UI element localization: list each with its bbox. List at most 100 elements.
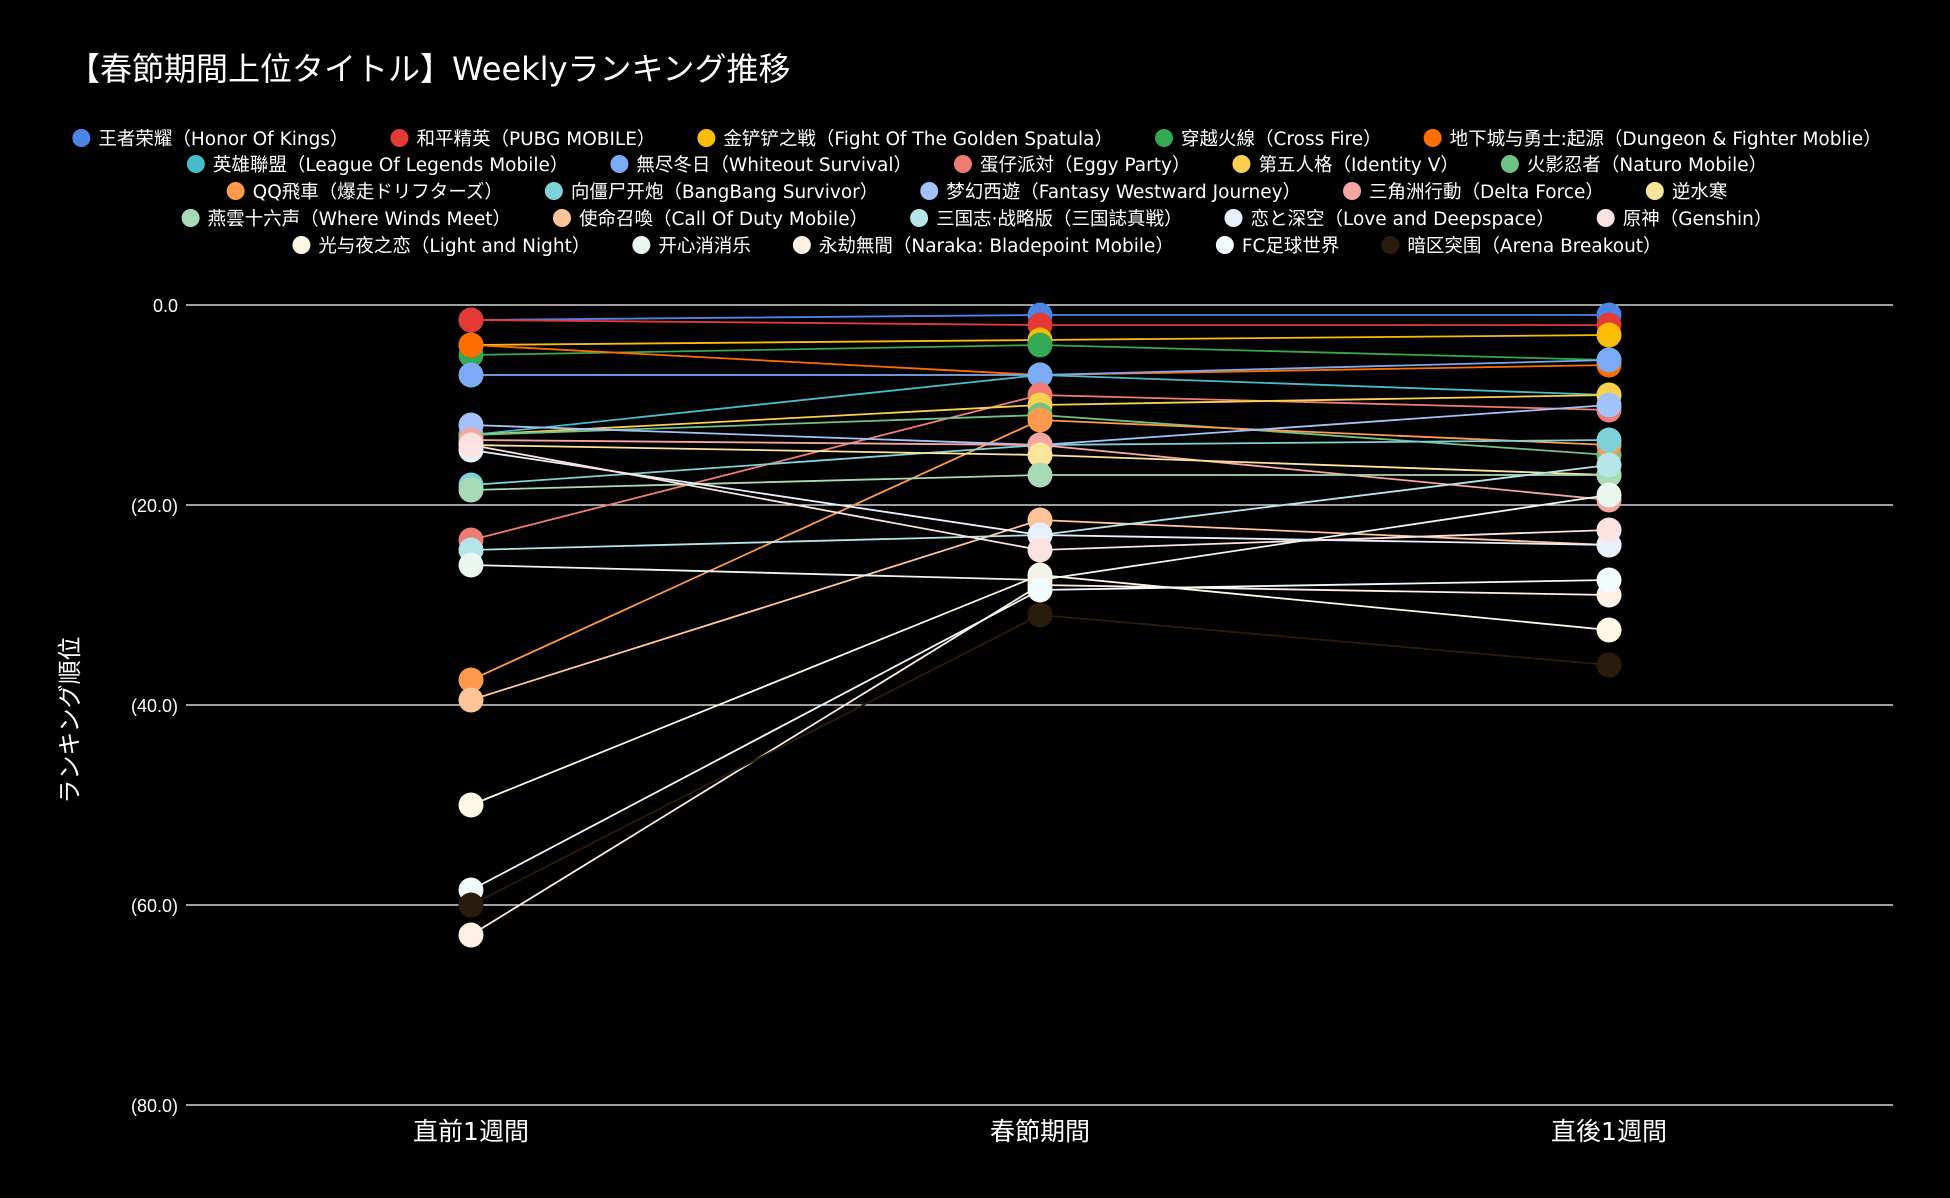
data-point	[458, 477, 484, 503]
y-axis-label: ランキング順位	[56, 636, 84, 803]
data-point	[1027, 462, 1053, 488]
legend-marker	[792, 236, 811, 254]
series-points	[458, 302, 1622, 948]
legend-label: 無尽冬日（Whiteout Survival）	[636, 155, 912, 176]
data-point	[1596, 427, 1622, 453]
data-point	[1596, 452, 1622, 478]
legend-item[interactable]: 暗区突围（Arena Breakout）	[1381, 236, 1662, 257]
data-point	[1027, 407, 1053, 433]
legend: 王者荣耀（Honor Of Kings） 和平精英（PUBG MOBILE） 金铲铲…	[72, 129, 1882, 257]
legend-item[interactable]: 燕雲十六声（Where Winds Meet）	[181, 209, 511, 230]
legend-label: 三角洲行動（Delta Force）	[1369, 182, 1604, 203]
data-point	[1596, 392, 1622, 418]
legend-label: 和平精英（PUBG MOBILE）	[416, 129, 655, 150]
legend-marker	[1215, 236, 1234, 254]
series-line	[470, 584, 1610, 936]
legend-marker	[610, 155, 629, 173]
legend-marker	[390, 129, 409, 147]
legend-item[interactable]: FC足球世界	[1215, 236, 1340, 257]
data-point	[458, 892, 484, 918]
data-point	[458, 922, 484, 948]
chart-title: 【春節期間上位タイトル】Weeklyランキング推移	[68, 50, 791, 88]
legend-marker	[910, 209, 929, 227]
legend-label: 金铲铲之戦（Fight Of The Golden Spatula）	[723, 129, 1113, 150]
legend-item[interactable]: 第五人格（Identity V）	[1232, 155, 1459, 176]
data-point	[1596, 347, 1622, 373]
y-axis-ticks: 0.0 (20.0) (40.0) (60.0) (80.0)	[131, 296, 178, 1116]
data-point	[1596, 567, 1622, 593]
legend-item[interactable]: 逆水寒	[1645, 182, 1728, 203]
legend-marker	[697, 129, 716, 147]
legend-label: 向僵尸开炮（BangBang Survivor）	[571, 182, 878, 203]
data-point	[1596, 652, 1622, 678]
y-tick-label: (80.0)	[131, 1096, 178, 1116]
legend-marker	[1645, 182, 1664, 200]
legend-marker	[1596, 209, 1615, 227]
legend-marker	[292, 236, 311, 254]
data-point	[1596, 482, 1622, 508]
legend-marker	[72, 129, 91, 147]
legend-label: 地下城与勇士:起源（Dungeon & Fighter Moblie）	[1450, 129, 1882, 150]
legend-item[interactable]: 永劫無間（Naraka: Bladepoint Mobile）	[792, 236, 1174, 257]
data-point	[1027, 442, 1053, 468]
legend-label: 逆水寒	[1672, 182, 1728, 203]
x-category-label: 直前1週間	[413, 1117, 529, 1146]
legend-item[interactable]: 無尽冬日（Whiteout Survival）	[610, 155, 912, 176]
data-point	[1027, 577, 1053, 603]
legend-label: 王者荣耀（Honor Of Kings）	[98, 129, 348, 150]
legend-marker	[1423, 129, 1442, 147]
data-point	[1596, 617, 1622, 643]
legend-label: 蛋仔派対（Eggy Party）	[980, 155, 1190, 176]
data-point	[458, 432, 484, 458]
legend-marker	[544, 182, 563, 200]
data-point	[458, 362, 484, 388]
legend-item[interactable]: 地下城与勇士:起源（Dungeon & Fighter Moblie）	[1423, 129, 1882, 150]
data-point	[458, 307, 484, 333]
legend-label: 恋と深空（Love and Deepspace）	[1250, 208, 1554, 230]
legend-item[interactable]: 光与夜之恋（Light and Night）	[292, 235, 590, 257]
y-tick-label: (20.0)	[131, 496, 178, 516]
legend-label: 开心消消乐	[658, 236, 751, 257]
legend-item[interactable]: 梦幻西遊（Fantasy Westward Journey）	[920, 182, 1301, 203]
legend-label: 永劫無間（Naraka: Bladepoint Mobile）	[819, 236, 1174, 257]
legend-item[interactable]: 和平精英（PUBG MOBILE）	[390, 129, 655, 150]
legend-item[interactable]: 开心消消乐	[632, 236, 751, 257]
legend-item[interactable]: 金铲铲之戦（Fight Of The Golden Spatula）	[697, 129, 1113, 150]
legend-marker	[953, 155, 972, 173]
legend-marker	[1155, 129, 1174, 147]
legend-label: QQ飛車（爆走ドリフターズ）	[253, 182, 503, 203]
legend-marker	[1381, 236, 1400, 254]
legend-item[interactable]: 原神（Genshin）	[1596, 209, 1773, 230]
legend-marker	[226, 182, 245, 200]
series-line	[470, 614, 1610, 906]
legend-marker	[1224, 209, 1243, 227]
legend-item[interactable]: 火影忍者（Naturo Mobile）	[1500, 155, 1767, 176]
data-point	[458, 332, 484, 358]
legend-item[interactable]: 三角洲行動（Delta Force）	[1343, 182, 1604, 203]
data-point	[458, 687, 484, 713]
data-point	[1596, 517, 1622, 543]
legend-label: 光与夜之恋（Light and Night）	[318, 235, 590, 257]
legend-label: FC足球世界	[1242, 236, 1340, 257]
legend-marker	[1343, 182, 1362, 200]
legend-item[interactable]: 穿越火線（Cross Fire）	[1155, 129, 1382, 150]
legend-item[interactable]: QQ飛車（爆走ドリフターズ）	[226, 182, 503, 203]
data-point	[1027, 332, 1053, 358]
legend-item[interactable]: 三国志·战略版（三国誌真戦）	[910, 209, 1182, 230]
legend-marker	[552, 209, 571, 227]
data-point	[1027, 602, 1053, 628]
y-tick-label: (60.0)	[131, 896, 178, 916]
legend-item[interactable]: 蛋仔派対（Eggy Party）	[953, 155, 1190, 176]
legend-label: 暗区突围（Arena Breakout）	[1407, 236, 1661, 257]
legend-item[interactable]: 使命召喚（Call Of Duty Mobile）	[552, 209, 868, 230]
legend-label: 使命召喚（Call Of Duty Mobile）	[579, 209, 868, 230]
legend-item[interactable]: 英雄聯盟（League Of Legends Mobile）	[186, 155, 569, 176]
x-axis-categories: 直前1週間 春節期間 直後1週間	[413, 1117, 1667, 1146]
data-point	[458, 667, 484, 693]
legend-marker	[186, 155, 205, 173]
legend-item[interactable]: 王者荣耀（Honor Of Kings）	[72, 129, 348, 150]
legend-item[interactable]: 恋と深空（Love and Deepspace）	[1224, 208, 1555, 230]
legend-label: 英雄聯盟（League Of Legends Mobile）	[213, 155, 569, 176]
legend-label: 穿越火線（Cross Fire）	[1181, 129, 1382, 150]
legend-item[interactable]: 向僵尸开炮（BangBang Survivor）	[544, 182, 878, 203]
